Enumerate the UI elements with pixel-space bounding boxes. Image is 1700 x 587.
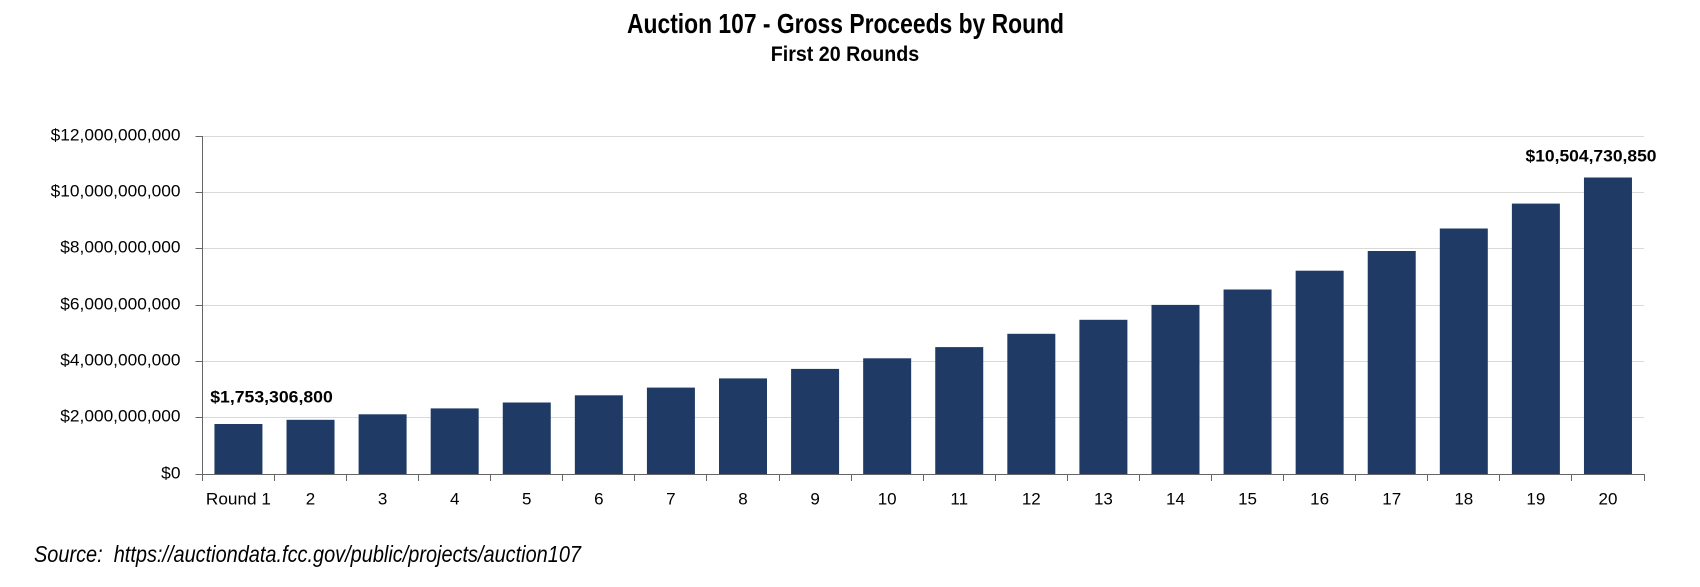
svg-text:14: 14 (1166, 490, 1185, 509)
svg-text:4: 4 (450, 490, 459, 509)
svg-text:5: 5 (522, 490, 531, 509)
svg-text:Auction 107 - Gross Proceeds b: Auction 107 - Gross Proceeds by Round (627, 8, 1064, 39)
svg-text:6: 6 (594, 490, 603, 509)
svg-text:2: 2 (306, 490, 315, 509)
svg-text:First 20 Rounds: First 20 Rounds (771, 42, 920, 66)
svg-text:$8,000,000,000: $8,000,000,000 (60, 238, 180, 256)
svg-text:$10,504,730,850: $10,504,730,850 (1526, 146, 1657, 165)
svg-text:15: 15 (1238, 490, 1257, 509)
svg-text:$2,000,000,000: $2,000,000,000 (60, 407, 180, 425)
svg-text:$6,000,000,000: $6,000,000,000 (60, 295, 180, 313)
svg-text:19: 19 (1526, 490, 1545, 509)
svg-text:Source: https://auctiondata.f: Source: https://auctiondata.fcc.gov/publ… (34, 541, 582, 567)
svg-text:3: 3 (378, 490, 387, 509)
svg-text:8: 8 (738, 490, 747, 509)
svg-text:12: 12 (1022, 490, 1041, 509)
svg-text:11: 11 (950, 490, 968, 509)
svg-text:$0: $0 (161, 464, 180, 482)
svg-text:Round 1: Round 1 (206, 490, 271, 509)
svg-text:10: 10 (878, 490, 897, 509)
svg-text:$1,753,306,800: $1,753,306,800 (210, 388, 333, 407)
svg-text:7: 7 (666, 490, 675, 509)
svg-text:$10,000,000,000: $10,000,000,000 (51, 182, 181, 200)
svg-text:16: 16 (1310, 490, 1329, 509)
svg-text:9: 9 (810, 490, 819, 509)
svg-text:$12,000,000,000: $12,000,000,000 (51, 126, 181, 144)
svg-text:$4,000,000,000: $4,000,000,000 (60, 351, 180, 369)
svg-text:17: 17 (1382, 490, 1401, 509)
svg-text:18: 18 (1454, 490, 1473, 509)
svg-text:20: 20 (1598, 490, 1617, 509)
svg-text:13: 13 (1094, 490, 1113, 509)
